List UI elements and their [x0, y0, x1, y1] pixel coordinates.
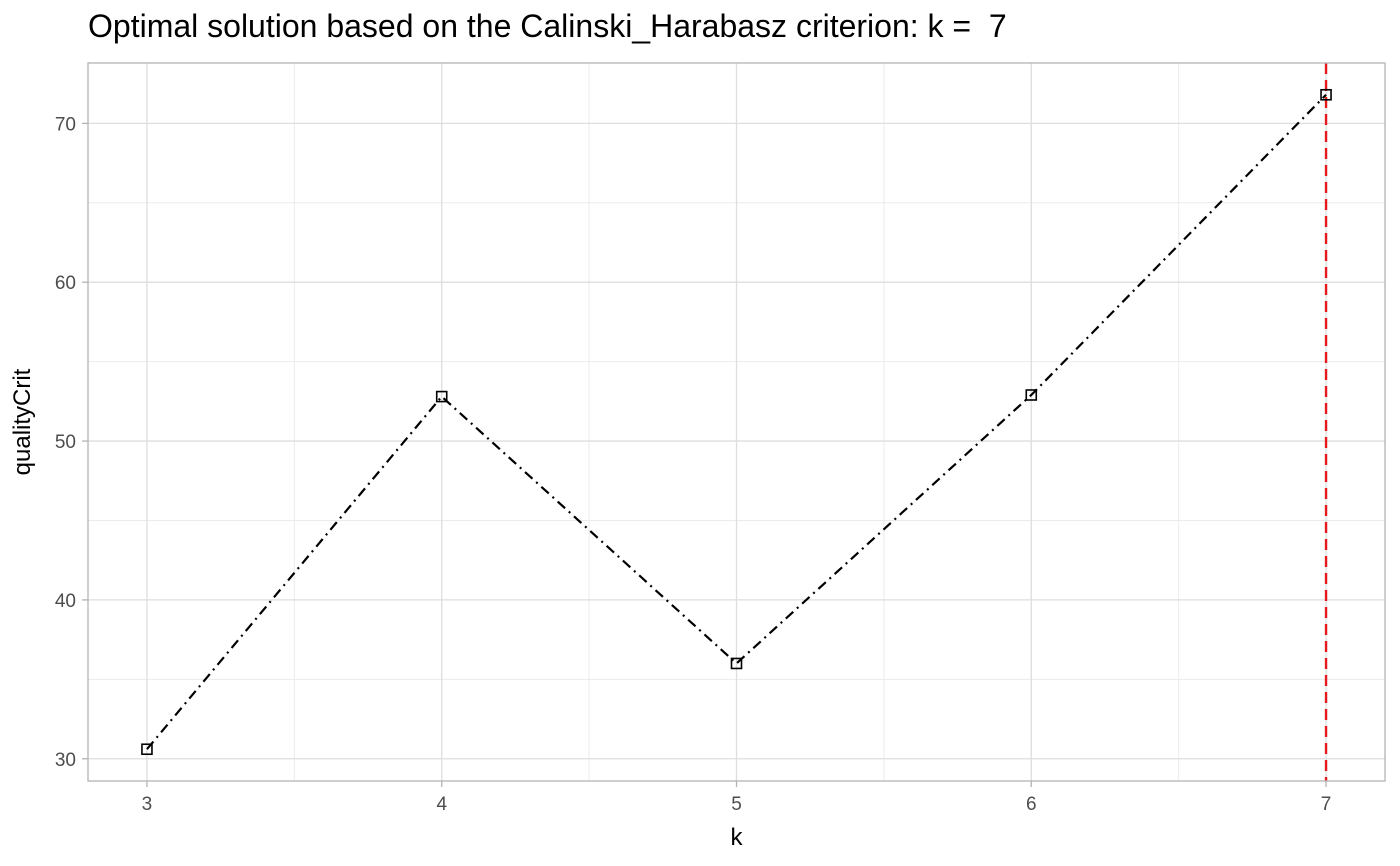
- y-tick-label: 40: [55, 591, 76, 612]
- data-point: [730, 657, 743, 670]
- x-tick-label: 5: [731, 794, 742, 815]
- data-point: [141, 743, 153, 756]
- y-tick-label: 60: [55, 273, 76, 294]
- y-tick-label: 70: [55, 114, 76, 135]
- x-axis-title: k: [731, 824, 744, 851]
- y-tick-label: 30: [55, 750, 76, 771]
- x-tick-label: 3: [142, 794, 153, 815]
- grid-major: [88, 63, 1385, 781]
- y-axis-title: qualityCrit: [9, 368, 36, 475]
- x-tick-label: 4: [436, 794, 447, 815]
- data-point: [435, 390, 448, 403]
- data-point: [1025, 389, 1038, 401]
- x-axis: 3 4 5 6 7: [142, 781, 1332, 815]
- chart-title: Optimal solution based on the Calinski_H…: [88, 8, 1007, 44]
- y-axis: 30 40 50 60 70: [55, 114, 88, 771]
- y-tick-label: 50: [55, 432, 76, 453]
- x-tick-label: 6: [1026, 794, 1037, 815]
- marker-layer: [141, 88, 1332, 756]
- x-tick-label: 7: [1321, 794, 1332, 815]
- data-point: [1320, 88, 1332, 101]
